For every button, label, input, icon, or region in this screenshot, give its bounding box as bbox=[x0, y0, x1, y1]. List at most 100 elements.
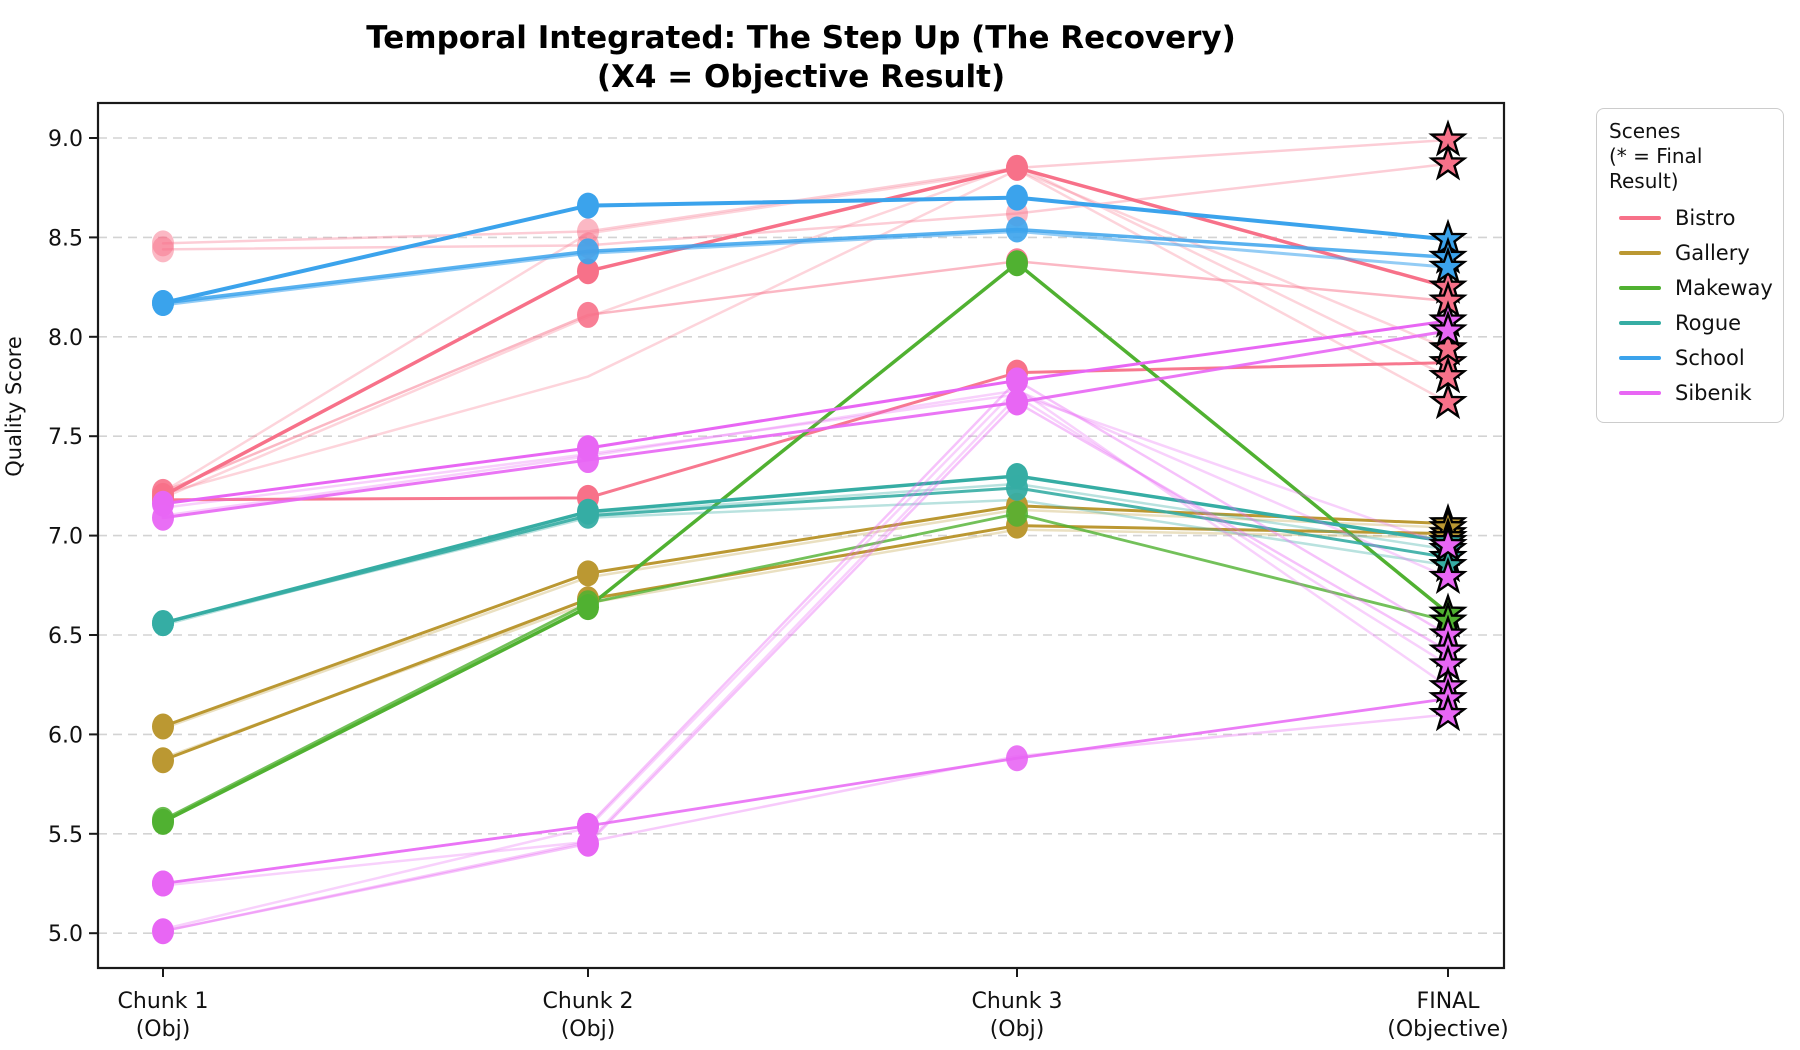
chunk-marker-makeway bbox=[577, 590, 599, 617]
legend-swatch-makeway bbox=[1619, 285, 1661, 290]
run-line-rogue bbox=[161, 498, 1450, 625]
final-star-school bbox=[1428, 246, 1468, 284]
run-line-makeway bbox=[161, 260, 1450, 824]
run-line-gallery bbox=[161, 508, 1450, 730]
run-line-bistro bbox=[161, 166, 1450, 498]
run-line-bistro bbox=[161, 164, 1450, 500]
legend-swatch-sibenik bbox=[1619, 390, 1661, 395]
legend-swatch-rogue bbox=[1619, 320, 1661, 325]
y-tick-label: 5.0 bbox=[48, 922, 83, 947]
run-line-school bbox=[161, 227, 1450, 305]
chunk-marker-school bbox=[152, 290, 174, 317]
chunk-marker-sibenik bbox=[577, 812, 599, 839]
chunk-marker-school bbox=[577, 238, 599, 265]
y-tick-label: 6.5 bbox=[48, 624, 83, 649]
legend-items: Bistro Gallery Makeway Rogue School Sibenik bbox=[1609, 200, 1773, 410]
chunk-marker-sibenik bbox=[1006, 745, 1028, 772]
final-star-bistro bbox=[1428, 381, 1468, 420]
legend-swatch-gallery bbox=[1619, 250, 1661, 255]
final-star-sibenik bbox=[1428, 693, 1468, 732]
chunk-marker-makeway bbox=[152, 806, 174, 833]
x-tick-label: Chunk 2 bbox=[543, 989, 634, 1014]
run-line-gallery bbox=[161, 504, 1450, 728]
chunk-marker-gallery bbox=[152, 713, 174, 740]
y-tick-label: 5.5 bbox=[48, 823, 83, 848]
y-tick-label: 7.0 bbox=[48, 525, 83, 550]
legend-label-gallery: Gallery bbox=[1675, 240, 1750, 265]
plot-border bbox=[96, 101, 1506, 970]
final-star-bistro bbox=[1428, 143, 1468, 181]
run-line-gallery bbox=[161, 528, 1450, 760]
final-star-bistro bbox=[1428, 328, 1468, 366]
x-tick-label: Chunk 1 bbox=[118, 989, 209, 1014]
run-line-rogue bbox=[161, 482, 1450, 627]
run-line-bistro bbox=[161, 168, 1450, 496]
chunk-marker-makeway bbox=[1006, 500, 1028, 527]
run-line-gallery bbox=[161, 524, 1450, 762]
run-line-school bbox=[161, 195, 1450, 306]
chunk-marker-sibenik bbox=[1006, 367, 1028, 394]
legend-swatch-school bbox=[1619, 355, 1661, 360]
chunk-marker-bistro bbox=[577, 301, 599, 328]
run-line-sibenik bbox=[161, 713, 1450, 933]
chunk-marker-sibenik bbox=[1006, 389, 1028, 416]
chunk-marker-sibenik bbox=[577, 447, 599, 474]
title-block: Temporal Integrated: The Step Up (The Re… bbox=[98, 18, 1504, 97]
y-tick-label: 6.0 bbox=[48, 723, 83, 748]
x-tick-label: Chunk 3 bbox=[972, 989, 1063, 1014]
chunk-marker-gallery bbox=[577, 560, 599, 587]
legend-label-rogue: Rogue bbox=[1675, 310, 1742, 335]
chunk-marker-school bbox=[1006, 216, 1028, 243]
chunk-marker-school bbox=[577, 192, 599, 219]
y-tick-label: 7.5 bbox=[48, 425, 83, 450]
legend-label-bistro: Bistro bbox=[1675, 205, 1736, 230]
y-tick-label: 9.0 bbox=[48, 127, 83, 152]
run-line-bistro bbox=[161, 162, 1450, 251]
chunk-marker-bistro bbox=[152, 236, 174, 263]
run-line-sibenik bbox=[161, 394, 1450, 887]
legend-subtitle: (* = Final Result) bbox=[1609, 144, 1703, 193]
chunk-marker-sibenik bbox=[152, 504, 174, 531]
legend-item-school: School bbox=[1609, 340, 1771, 375]
chunk-marker-rogue bbox=[152, 610, 174, 637]
x-tick-label-sub: (Obj) bbox=[990, 1017, 1045, 1042]
chart-title: Temporal Integrated: The Step Up (The Re… bbox=[366, 20, 1236, 56]
legend-item-bistro: Bistro bbox=[1609, 200, 1771, 235]
run-line-rogue bbox=[161, 486, 1450, 625]
chunk-marker-sibenik bbox=[152, 870, 174, 897]
run-line-sibenik bbox=[161, 393, 1450, 547]
run-line-rogue bbox=[161, 474, 1450, 625]
y-tick-label: 8.5 bbox=[48, 226, 83, 251]
run-line-sibenik bbox=[161, 697, 1450, 885]
legend-item-gallery: Gallery bbox=[1609, 235, 1771, 270]
chunk-marker-rogue bbox=[1006, 474, 1028, 501]
chunk-marker-gallery bbox=[152, 747, 174, 774]
chunk-marker-sibenik bbox=[152, 918, 174, 945]
legend-item-rogue: Rogue bbox=[1609, 305, 1771, 340]
run-line-sibenik bbox=[161, 386, 1450, 931]
legend-label-makeway: Makeway bbox=[1675, 275, 1773, 300]
legend-item-makeway: Makeway bbox=[1609, 270, 1773, 305]
run-line-sibenik bbox=[161, 389, 1450, 579]
run-line-sibenik bbox=[161, 319, 1450, 506]
run-line-school bbox=[161, 229, 1450, 307]
chunk-marker-bistro bbox=[577, 258, 599, 285]
x-tick-label-sub: (Obj) bbox=[136, 1017, 191, 1042]
chunk-marker-bistro bbox=[1006, 154, 1028, 181]
final-star-sibenik bbox=[1428, 310, 1468, 348]
legend: Scenes (* = Final Result) Bistro Gallery M… bbox=[1596, 108, 1784, 423]
legend-swatch-bistro bbox=[1619, 215, 1661, 220]
run-line-makeway bbox=[161, 512, 1450, 822]
y-tick-label: 8.0 bbox=[48, 326, 83, 351]
chart-subtitle: (X4 = Objective Result) bbox=[596, 59, 1006, 96]
final-star-sibenik bbox=[1428, 524, 1468, 563]
legend-label-school: School bbox=[1675, 345, 1745, 370]
legend-label-sibenik: Sibenik bbox=[1675, 380, 1752, 405]
run-line-bistro bbox=[161, 259, 1450, 494]
x-tick-label-sub: (Objective) bbox=[1387, 1017, 1508, 1042]
chunk-marker-sibenik bbox=[577, 830, 599, 857]
run-line-sibenik bbox=[161, 329, 1450, 520]
chunk-marker-rogue bbox=[577, 502, 599, 529]
